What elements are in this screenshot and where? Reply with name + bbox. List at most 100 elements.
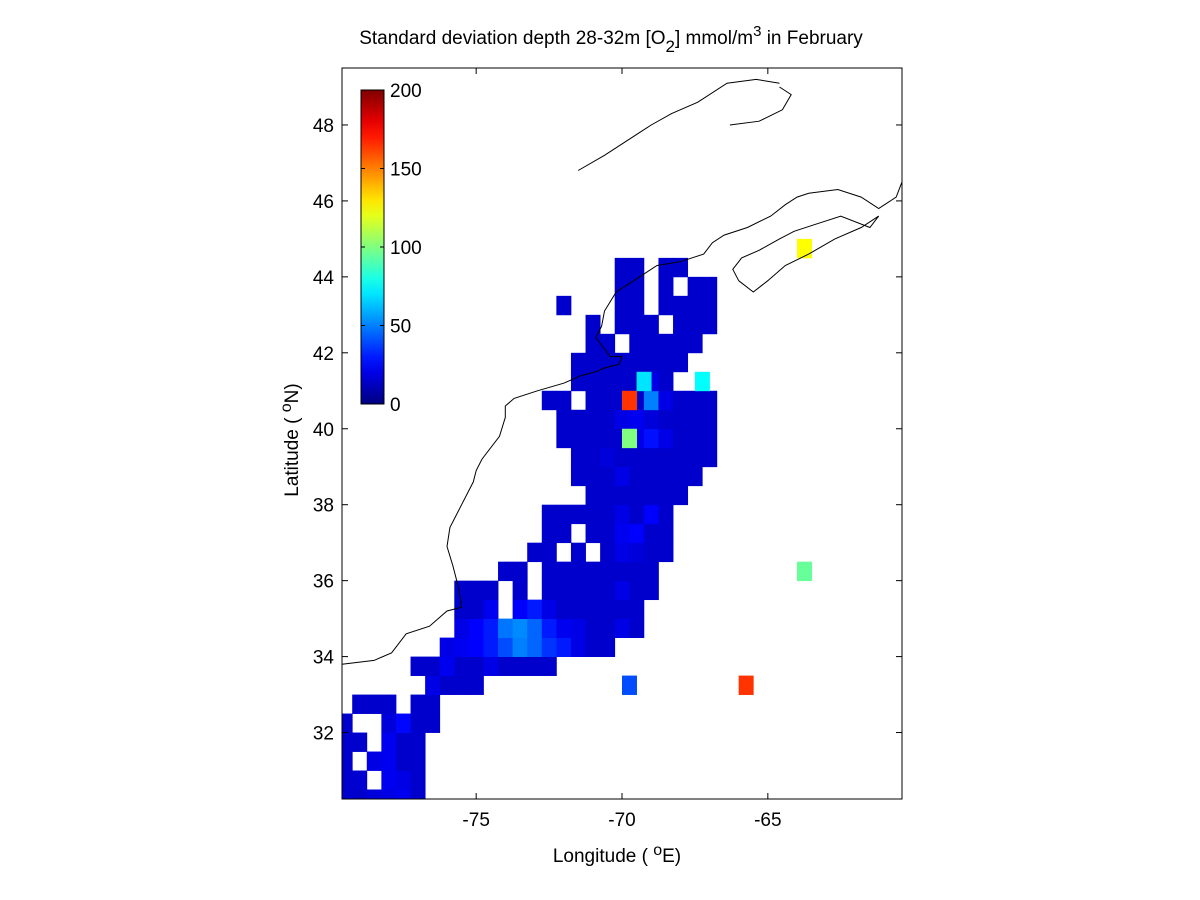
heatmap-cell [570,466,586,487]
heatmap-cell [585,580,601,601]
heatmap-cell-highlight [797,238,812,259]
heatmap-cell [498,561,514,582]
heatmap-cell [381,770,397,790]
heatmap-cell [541,599,557,620]
heatmap-cell [570,637,586,657]
heatmap-cell [629,447,645,468]
heatmap-cell [541,580,557,601]
heatmap-cell-highlight [622,390,637,411]
heatmap-cell [658,542,674,563]
y-tick-label: 36 [313,572,334,593]
heatmap-cell [541,656,557,676]
heatmap-cell [673,447,689,468]
heatmap-cell [570,409,586,430]
x-label-post: E) [662,846,681,867]
heatmap-cell [585,618,601,639]
heatmap-cell [629,523,645,544]
heatmap-cell [512,561,528,582]
y-tick-label: 44 [313,268,335,289]
heatmap-cell [439,656,455,676]
heatmap-cell [352,770,368,790]
heatmap-cell [600,542,616,563]
heatmap-cell [614,618,630,639]
y-tick-label: 34 [313,648,335,669]
x-label-pre: Longitude ( [553,846,653,867]
heatmap-cell [512,618,528,639]
x-tick-label: -65 [754,810,781,831]
heatmap-cell [541,561,557,582]
colorbar-tick-label: 50 [390,317,411,338]
heatmap-cell [556,409,572,430]
heatmap-cell [468,580,484,601]
heatmap-cell [512,580,528,601]
heatmap-cell [658,352,674,373]
heatmap-cell [658,257,674,278]
heatmap-cell [614,352,630,373]
heatmap-cell [702,428,718,449]
heatmap-cell [570,428,586,449]
x-axis: -75 -70 -65 [462,68,782,831]
heatmap-cell [468,618,484,639]
y-axis-label: Latitude ( oN) [278,383,303,496]
heatmap-cell [395,751,411,771]
heatmap-cell [585,371,601,392]
heatmap-cell [381,732,397,752]
heatmap-cell [614,542,630,563]
heatmap-cell [585,428,601,449]
heatmap-cell [512,656,528,676]
heatmap-cell [643,466,659,487]
heatmap-cell [600,352,616,373]
y-tick-label: 48 [313,116,334,137]
heatmap-cell [687,447,703,468]
heatmap-cell [629,314,645,335]
heatmap-cell [585,352,601,373]
heatmap-cell [454,580,470,601]
heatmap-cell [498,637,514,657]
heatmap-cell [527,656,543,676]
heatmap-cell [541,637,557,657]
heatmap-cell [687,409,703,430]
heatmap-cell [366,751,382,771]
heatmap-cells [342,238,812,800]
heatmap-cell [483,580,499,601]
heatmap-cell [643,447,659,468]
heatmap-cell [600,504,616,525]
heatmap-cell [600,485,616,506]
heatmap-cell [673,352,689,373]
heatmap-cell-highlight [694,371,710,392]
heatmap-cell [629,561,645,582]
heatmap-cell [570,371,586,392]
heatmap-cell [410,713,426,733]
heatmap-cell [673,390,689,411]
heatmap-cell [468,637,484,657]
heatmap-cell [541,618,557,639]
heatmap-cell [395,732,411,752]
heatmap-cell [585,314,601,335]
heatmap-cell [687,333,703,354]
heatmap-cell [556,580,572,601]
heatmap-cell [541,390,557,411]
heatmap-cell [643,428,659,449]
heatmap-cell [585,523,601,544]
heatmap-cell [614,314,630,335]
heatmap-cell-highlight [797,561,812,582]
heatmap-cell [570,618,586,639]
heatmap-cell [643,352,659,373]
heatmap-cell [585,504,601,525]
heatmap-cell [352,789,368,800]
heatmap-cell [673,257,689,278]
heatmap-cell [600,333,616,354]
heatmap-cell [673,428,689,449]
heatmap-cell [614,504,630,525]
heatmap-cell [527,618,543,639]
heatmap-cell [570,561,586,582]
heatmap-cell [381,789,397,800]
title-subscript: 2 [666,37,675,56]
y-tick-label: 42 [313,344,334,365]
heatmap-cell [600,371,616,392]
heatmap-cell [454,656,470,676]
heatmap-cell [570,352,586,373]
colorbar-tick-label: 0 [390,395,401,416]
heatmap-cell [643,390,659,411]
heatmap-cell [342,732,353,752]
